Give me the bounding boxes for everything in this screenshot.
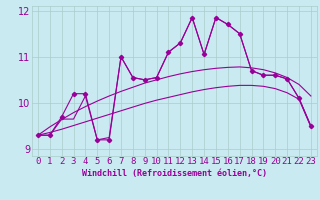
- X-axis label: Windchill (Refroidissement éolien,°C): Windchill (Refroidissement éolien,°C): [82, 169, 267, 178]
